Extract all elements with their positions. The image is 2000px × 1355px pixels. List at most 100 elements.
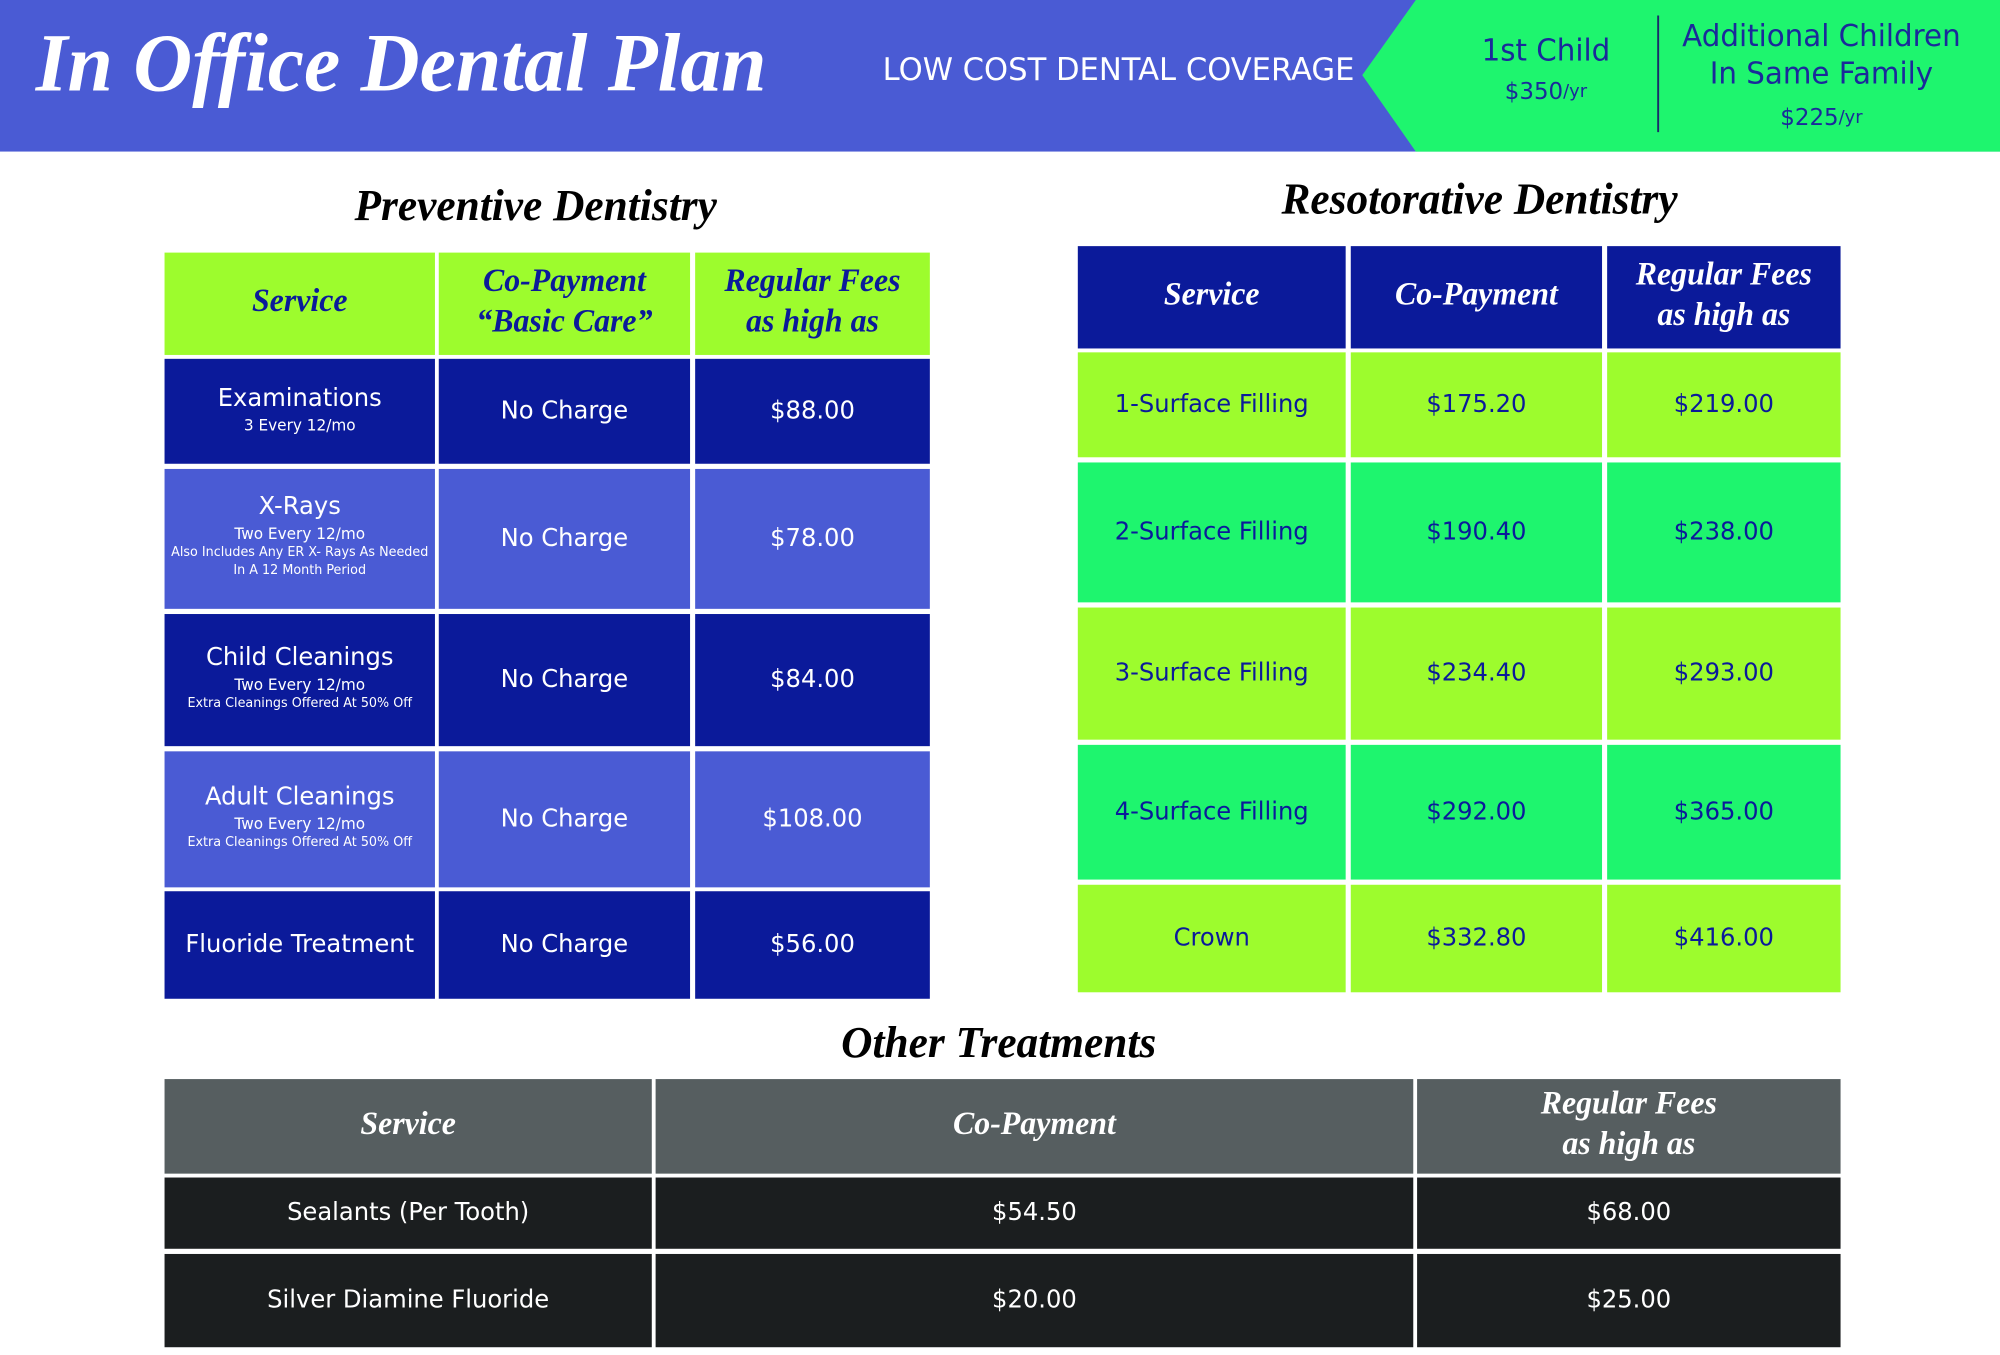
header-cell bbox=[1607, 246, 1841, 349]
cell-text: $190.40 bbox=[1426, 516, 1526, 545]
cell-text: $56.00 bbox=[770, 929, 855, 958]
cell-text: 4-Surface Filling bbox=[1115, 796, 1309, 825]
cell-text: $108.00 bbox=[762, 803, 862, 832]
table-cell bbox=[164, 1253, 652, 1348]
cell-text: Crown bbox=[1174, 922, 1250, 951]
table-cell bbox=[695, 358, 930, 464]
price: $225 bbox=[1780, 104, 1838, 130]
service-note: 3 Every 12/mo bbox=[244, 417, 356, 435]
column-header: Co-Payment bbox=[1395, 276, 1559, 312]
table-cell bbox=[695, 891, 930, 999]
column-header: as high as bbox=[1657, 296, 1790, 332]
cell-text: $78.00 bbox=[770, 523, 855, 552]
column-header: Service bbox=[360, 1105, 456, 1141]
header-cell bbox=[438, 252, 691, 355]
plan-panel bbox=[1362, 0, 2000, 152]
header-cell bbox=[164, 1079, 652, 1174]
section-title: Preventive Dentistry bbox=[354, 182, 718, 230]
header-cell bbox=[1077, 246, 1346, 349]
table-cell bbox=[1077, 607, 1346, 740]
table-cell bbox=[164, 1177, 652, 1249]
table-cell bbox=[438, 614, 691, 747]
cell-text: No Charge bbox=[501, 523, 629, 552]
table-cell bbox=[438, 468, 691, 609]
service-note: Also Includes Any ER X- Rays As Needed bbox=[171, 545, 428, 560]
service-name: X-Rays bbox=[259, 491, 341, 520]
plan-price: $225/yr bbox=[1780, 104, 1863, 130]
cell-text: $175.20 bbox=[1426, 389, 1526, 418]
cell-text: $20.00 bbox=[992, 1284, 1077, 1313]
column-header: as high as bbox=[1562, 1125, 1695, 1161]
cell-text: $332.80 bbox=[1426, 922, 1526, 951]
cell-text: $293.00 bbox=[1674, 657, 1774, 686]
cell-text: Sealants (Per Tooth) bbox=[287, 1197, 529, 1226]
service-note: Two Every 12/mo bbox=[233, 815, 365, 833]
service-name: Adult Cleanings bbox=[205, 781, 395, 810]
plan-price: $350/yr bbox=[1505, 78, 1588, 104]
header-cell bbox=[1350, 246, 1603, 349]
price-unit: /yr bbox=[1839, 107, 1864, 128]
table-cell bbox=[438, 358, 691, 464]
column-header: Regular Fees bbox=[1635, 255, 1812, 291]
table-cell bbox=[1077, 352, 1346, 458]
table-cell bbox=[1350, 352, 1603, 458]
table-cell bbox=[655, 1177, 1414, 1249]
cell-text: $68.00 bbox=[1586, 1197, 1671, 1226]
table-cell bbox=[164, 614, 435, 747]
table-cell bbox=[1350, 744, 1603, 880]
table-cell bbox=[1077, 462, 1346, 603]
table-cell bbox=[438, 751, 691, 888]
column-header: “Basic Care” bbox=[476, 302, 652, 338]
cell-text: $88.00 bbox=[770, 395, 855, 424]
cell-text: $365.00 bbox=[1674, 796, 1774, 825]
cell-text: $219.00 bbox=[1674, 389, 1774, 418]
table-cell bbox=[1607, 607, 1841, 740]
cell-text: No Charge bbox=[501, 395, 629, 424]
service-name: Examinations bbox=[218, 383, 382, 412]
header-cell bbox=[655, 1079, 1414, 1174]
column-header: as high as bbox=[746, 302, 879, 338]
table-cell bbox=[164, 358, 435, 464]
cell-text: $25.00 bbox=[1586, 1284, 1671, 1313]
plan-label: Additional Children bbox=[1682, 19, 1960, 53]
cell-text: $84.00 bbox=[770, 664, 855, 693]
cell-text: $238.00 bbox=[1674, 516, 1774, 545]
header-cell bbox=[164, 252, 435, 355]
cell-text: 1-Surface Filling bbox=[1115, 389, 1309, 418]
column-header: Service bbox=[252, 282, 348, 318]
price: $350 bbox=[1505, 78, 1563, 104]
section-title: Resotorative Dentistry bbox=[1281, 175, 1679, 223]
cell-text: $54.50 bbox=[992, 1197, 1077, 1226]
service-note: Extra Cleanings Offered At 50% Off bbox=[187, 835, 413, 850]
price-unit: /yr bbox=[1563, 81, 1588, 102]
table-cell bbox=[1417, 1177, 1841, 1249]
plan-label: In Same Family bbox=[1710, 56, 1933, 90]
cell-text: $234.40 bbox=[1426, 657, 1526, 686]
subtitle: LOW COST DENTAL COVERAGE bbox=[883, 52, 1355, 88]
service-note: Two Every 12/mo bbox=[233, 525, 365, 543]
column-header: Co-Payment bbox=[953, 1105, 1117, 1141]
plan-label: 1st Child bbox=[1482, 33, 1611, 67]
table-cell bbox=[1607, 744, 1841, 880]
table-cell bbox=[164, 891, 435, 999]
column-header: Service bbox=[1164, 276, 1260, 312]
cell-text: Fluoride Treatment bbox=[185, 929, 414, 958]
column-header: Co-Payment bbox=[483, 262, 647, 298]
title: In Office Dental Plan bbox=[35, 17, 767, 109]
cell-text: $416.00 bbox=[1674, 922, 1774, 951]
table-cell bbox=[695, 468, 930, 609]
table-cell bbox=[1607, 462, 1841, 603]
table-cell bbox=[1077, 884, 1346, 993]
service-note: Two Every 12/mo bbox=[233, 676, 365, 694]
table-cell bbox=[1350, 462, 1603, 603]
service-name: Child Cleanings bbox=[206, 642, 394, 671]
service-note: Extra Cleanings Offered At 50% Off bbox=[187, 696, 413, 711]
table-cell bbox=[1607, 884, 1841, 993]
cell-text: $292.00 bbox=[1426, 796, 1526, 825]
table-cell bbox=[164, 751, 435, 888]
table-cell bbox=[655, 1253, 1414, 1348]
section-title: Other Treatments bbox=[841, 1019, 1156, 1067]
cell-text: No Charge bbox=[501, 803, 629, 832]
column-header: Regular Fees bbox=[1540, 1084, 1717, 1120]
